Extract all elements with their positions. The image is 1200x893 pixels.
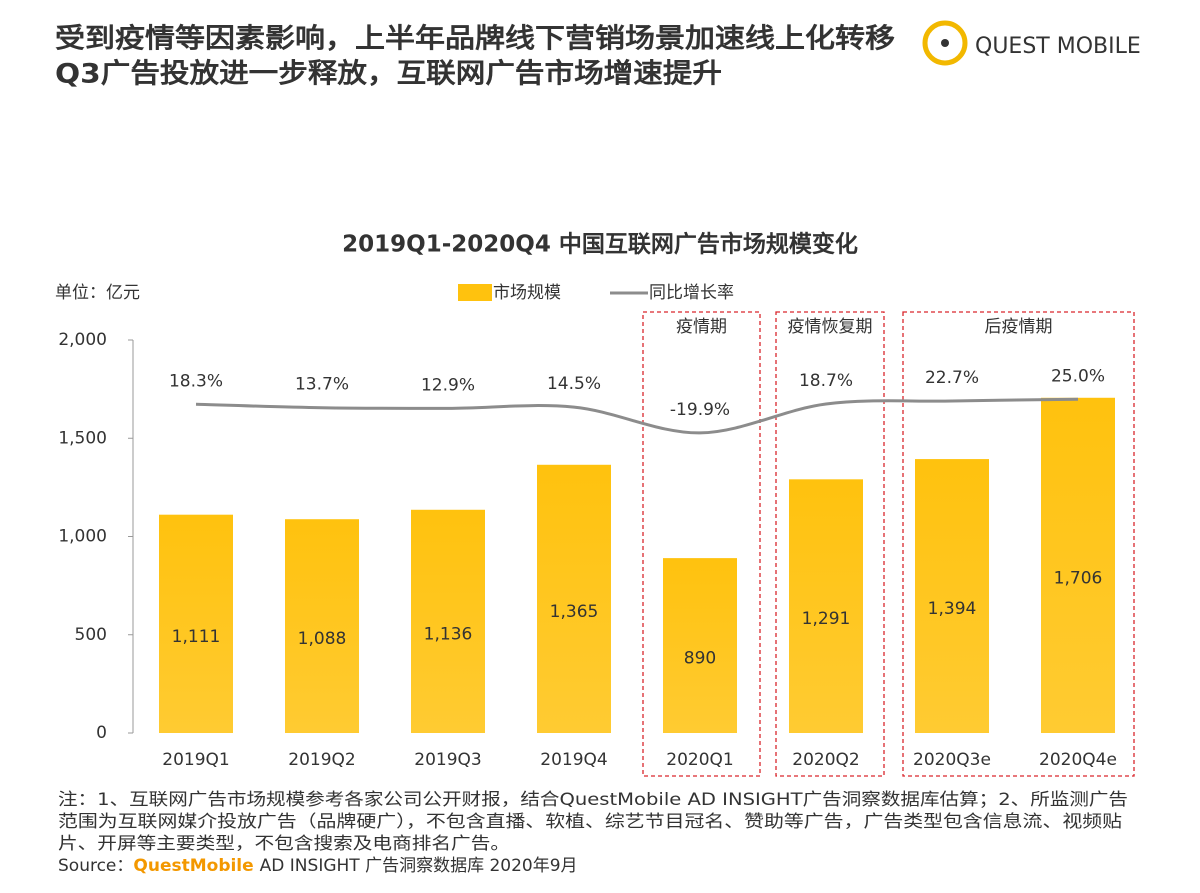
logo-ring — [922, 20, 968, 66]
bar-value-label: 1,088 — [298, 629, 347, 649]
line-value-label: -19.9% — [670, 400, 730, 420]
y-tick-label: 1,000 — [58, 527, 107, 547]
chart-title: 2019Q1-2020Q4 中国互联网广告市场规模变化 — [342, 231, 858, 258]
x-tick-label: 2020Q2 — [792, 750, 859, 770]
bar — [1041, 397, 1115, 733]
y-tick-label: 2,000 — [58, 330, 107, 350]
y-tick-label: 500 — [75, 625, 107, 645]
x-tick-label: 2019Q4 — [540, 750, 607, 770]
line-value-label: 12.9% — [421, 375, 475, 395]
note: 范围为互联网媒介投放广告（品牌硬广），不包含直播、软植、综艺节目冠名、赞助等广告… — [58, 812, 1122, 832]
period-label: 疫情恢复期 — [788, 317, 873, 337]
bar — [285, 519, 359, 733]
legend-swatch — [458, 284, 492, 301]
bar-value-label: 1,111 — [172, 627, 221, 647]
x-tick-label: 2020Q3e — [913, 750, 991, 770]
bar-value-label: 1,394 — [928, 599, 977, 619]
line-value-label: 18.3% — [169, 371, 223, 391]
period-box — [775, 311, 885, 777]
x-tick-label: 2019Q3 — [414, 750, 481, 770]
source-rest: AD INSIGHT 广告洞察数据库 2020年9月 — [260, 856, 578, 876]
bar-value-label: 1,136 — [424, 624, 473, 644]
line-value-label: 14.5% — [547, 374, 601, 394]
x-tick-label: 2019Q2 — [288, 750, 355, 770]
period-box — [642, 311, 761, 777]
bar-value-label: 1,706 — [1054, 568, 1103, 588]
bar-value-label: 890 — [684, 649, 716, 669]
source-prefix: Source： — [58, 856, 133, 876]
bar — [537, 464, 611, 733]
line-value-label: 22.7% — [925, 368, 979, 388]
logo-icon — [922, 20, 968, 66]
bar — [411, 509, 485, 733]
bar — [663, 558, 737, 733]
source-brand: QuestMobile — [133, 856, 253, 876]
bar — [789, 479, 863, 733]
growth-line — [195, 397, 1079, 435]
y-tick-label: 0 — [96, 723, 107, 743]
y-tick-label: 1,500 — [58, 428, 107, 448]
logo-text: QUEST MOBILE — [975, 34, 1141, 59]
period-label: 疫情期 — [676, 317, 727, 337]
x-tick-label: 2020Q1 — [666, 750, 733, 770]
logo-dot — [941, 39, 949, 47]
bar — [159, 514, 233, 733]
bar-value-label: 1,365 — [550, 602, 599, 622]
note: 注：1、互联网广告市场规模参考各家公司公开财报，结合QuestMobile AD… — [58, 790, 1128, 810]
headline: Q3广告投放进一步释放，互联网广告市场增速提升 — [55, 58, 722, 90]
note: 片、开屏等主要类型，不包含搜索及电商排名广告。 — [58, 834, 510, 854]
line-value-label: 13.7% — [295, 375, 349, 395]
period-box — [902, 311, 1135, 777]
unit-label: 单位：亿元 — [55, 283, 140, 303]
headline: 受到疫情等因素影响，上半年品牌线下营销场景加速线上化转移 — [55, 23, 895, 55]
line-value-label: 25.0% — [1051, 366, 1105, 386]
bar-value-label: 1,291 — [802, 609, 851, 629]
x-tick-label: 2019Q1 — [162, 750, 229, 770]
legend-label: 市场规模 — [493, 283, 561, 303]
period-label: 后疫情期 — [985, 317, 1053, 337]
bar — [915, 459, 989, 733]
legend-label: 同比增长率 — [649, 283, 734, 303]
source: Source：QuestMobile AD INSIGHT 广告洞察数据库 202… — [58, 856, 578, 876]
x-tick-label: 2020Q4e — [1039, 750, 1117, 770]
line-value-label: 18.7% — [799, 371, 853, 391]
